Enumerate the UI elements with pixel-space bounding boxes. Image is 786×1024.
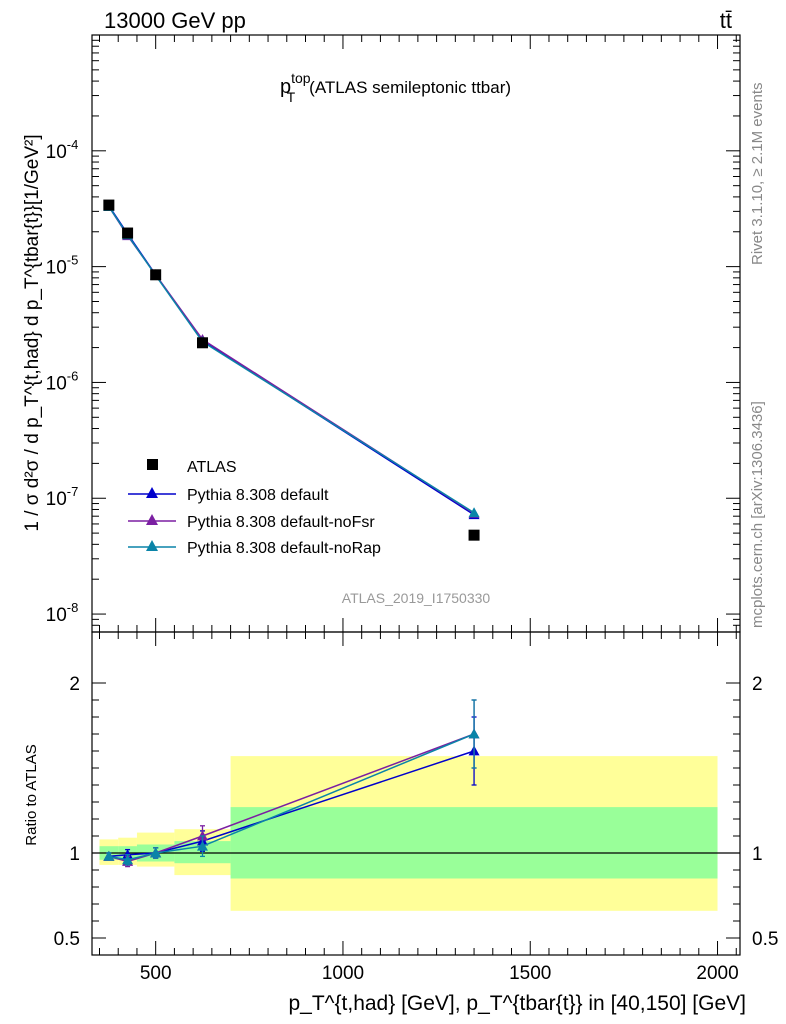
data-point-atlas	[196, 337, 208, 349]
x-tick-label: 2000	[696, 963, 738, 984]
ratio-marker-noRap	[122, 854, 134, 865]
data-point-atlas	[468, 529, 480, 541]
main-y-tick-label: 10-5	[46, 253, 79, 279]
ratio-marker-noRap	[196, 840, 208, 851]
ratio-series	[103, 699, 480, 868]
main-y-tick-label: 10-8	[46, 600, 79, 626]
ratio-y-tick-label-left: 0.5	[54, 929, 80, 950]
legend-marker-norap	[146, 540, 158, 551]
data-point-atlas	[122, 227, 134, 239]
legend-label-default: Pythia 8.308 default	[187, 487, 329, 504]
mcplots-label: mcplots.cern.ch [arXiv:1306.3436]	[749, 401, 766, 628]
main-y-axis-label: 1 / σ d²σ / d p_T^{t,had} d p_T^{tbar{t}…	[22, 134, 43, 531]
ratio-y-tick-label-right: 0.5	[752, 929, 778, 950]
x-axis-label: p_T^{t,had} [GeV], p_T^{tbar{t}} in [40,…	[288, 992, 746, 1015]
legend: ATLAS Pythia 8.308 default Pythia 8.308 …	[128, 459, 381, 557]
ratio-y-tick-label-right: 1	[752, 844, 763, 865]
main-series	[103, 199, 480, 541]
ratio-y-tick-label-left: 2	[69, 674, 80, 695]
main-axis-ticks: 10-8 10-7 10-6 10-5 10-4	[46, 34, 740, 633]
ratio-marker-noRap	[103, 850, 115, 861]
ratio-y-tick-label-right: 2	[752, 674, 763, 695]
x-tick-label: 1500	[509, 963, 551, 984]
energy-label: 13000 GeV pp	[104, 8, 246, 33]
legend-label-norap: Pythia 8.308 default-noRap	[187, 540, 381, 557]
ratio-panel-frame	[91, 631, 741, 956]
ratio-marker-noRap	[468, 728, 480, 739]
data-point-atlas	[103, 199, 115, 211]
ratio-marker-noRap	[150, 847, 162, 858]
x-tick-label: 500	[140, 963, 172, 984]
legend-marker-atlas	[147, 459, 158, 470]
plot-title: ptop T (ATLAS semileptonic ttbar)	[280, 70, 511, 105]
rivet-version-label: Rivet 3.1.10, ≥ 2.1M events	[749, 83, 766, 266]
process-label: tt̄	[720, 8, 732, 33]
legend-label-atlas: ATLAS	[187, 459, 237, 476]
ratio-y-axis-label: Ratio to ATLAS	[23, 744, 40, 845]
x-axis-ticks: 500 1000 1500 2000	[98, 35, 739, 984]
main-y-tick-label: 10-4	[46, 137, 79, 163]
data-point-atlas	[150, 269, 162, 281]
series-line-default	[108, 205, 475, 516]
main-y-tick-label: 10-7	[46, 484, 79, 510]
ratio-band-inner-4	[230, 807, 718, 879]
series-line-noRap	[108, 206, 475, 514]
main-y-tick-label: 10-6	[46, 368, 79, 394]
ratio-axis-ticks: 0.5 0.5 1 1 2 2	[54, 674, 779, 950]
ratio-y-tick-label-left: 1	[69, 844, 80, 865]
series-line-noFsr	[108, 206, 475, 515]
x-tick-label: 1000	[322, 963, 364, 984]
series-marker-noRap	[468, 507, 480, 518]
legend-marker-default	[146, 487, 158, 498]
legend-label-nofsr: Pythia 8.308 default-noFsr	[187, 514, 375, 531]
analysis-watermark: ATLAS_2019_I1750330	[342, 590, 491, 606]
ratio-bands	[92, 756, 740, 911]
legend-marker-nofsr	[146, 514, 158, 525]
